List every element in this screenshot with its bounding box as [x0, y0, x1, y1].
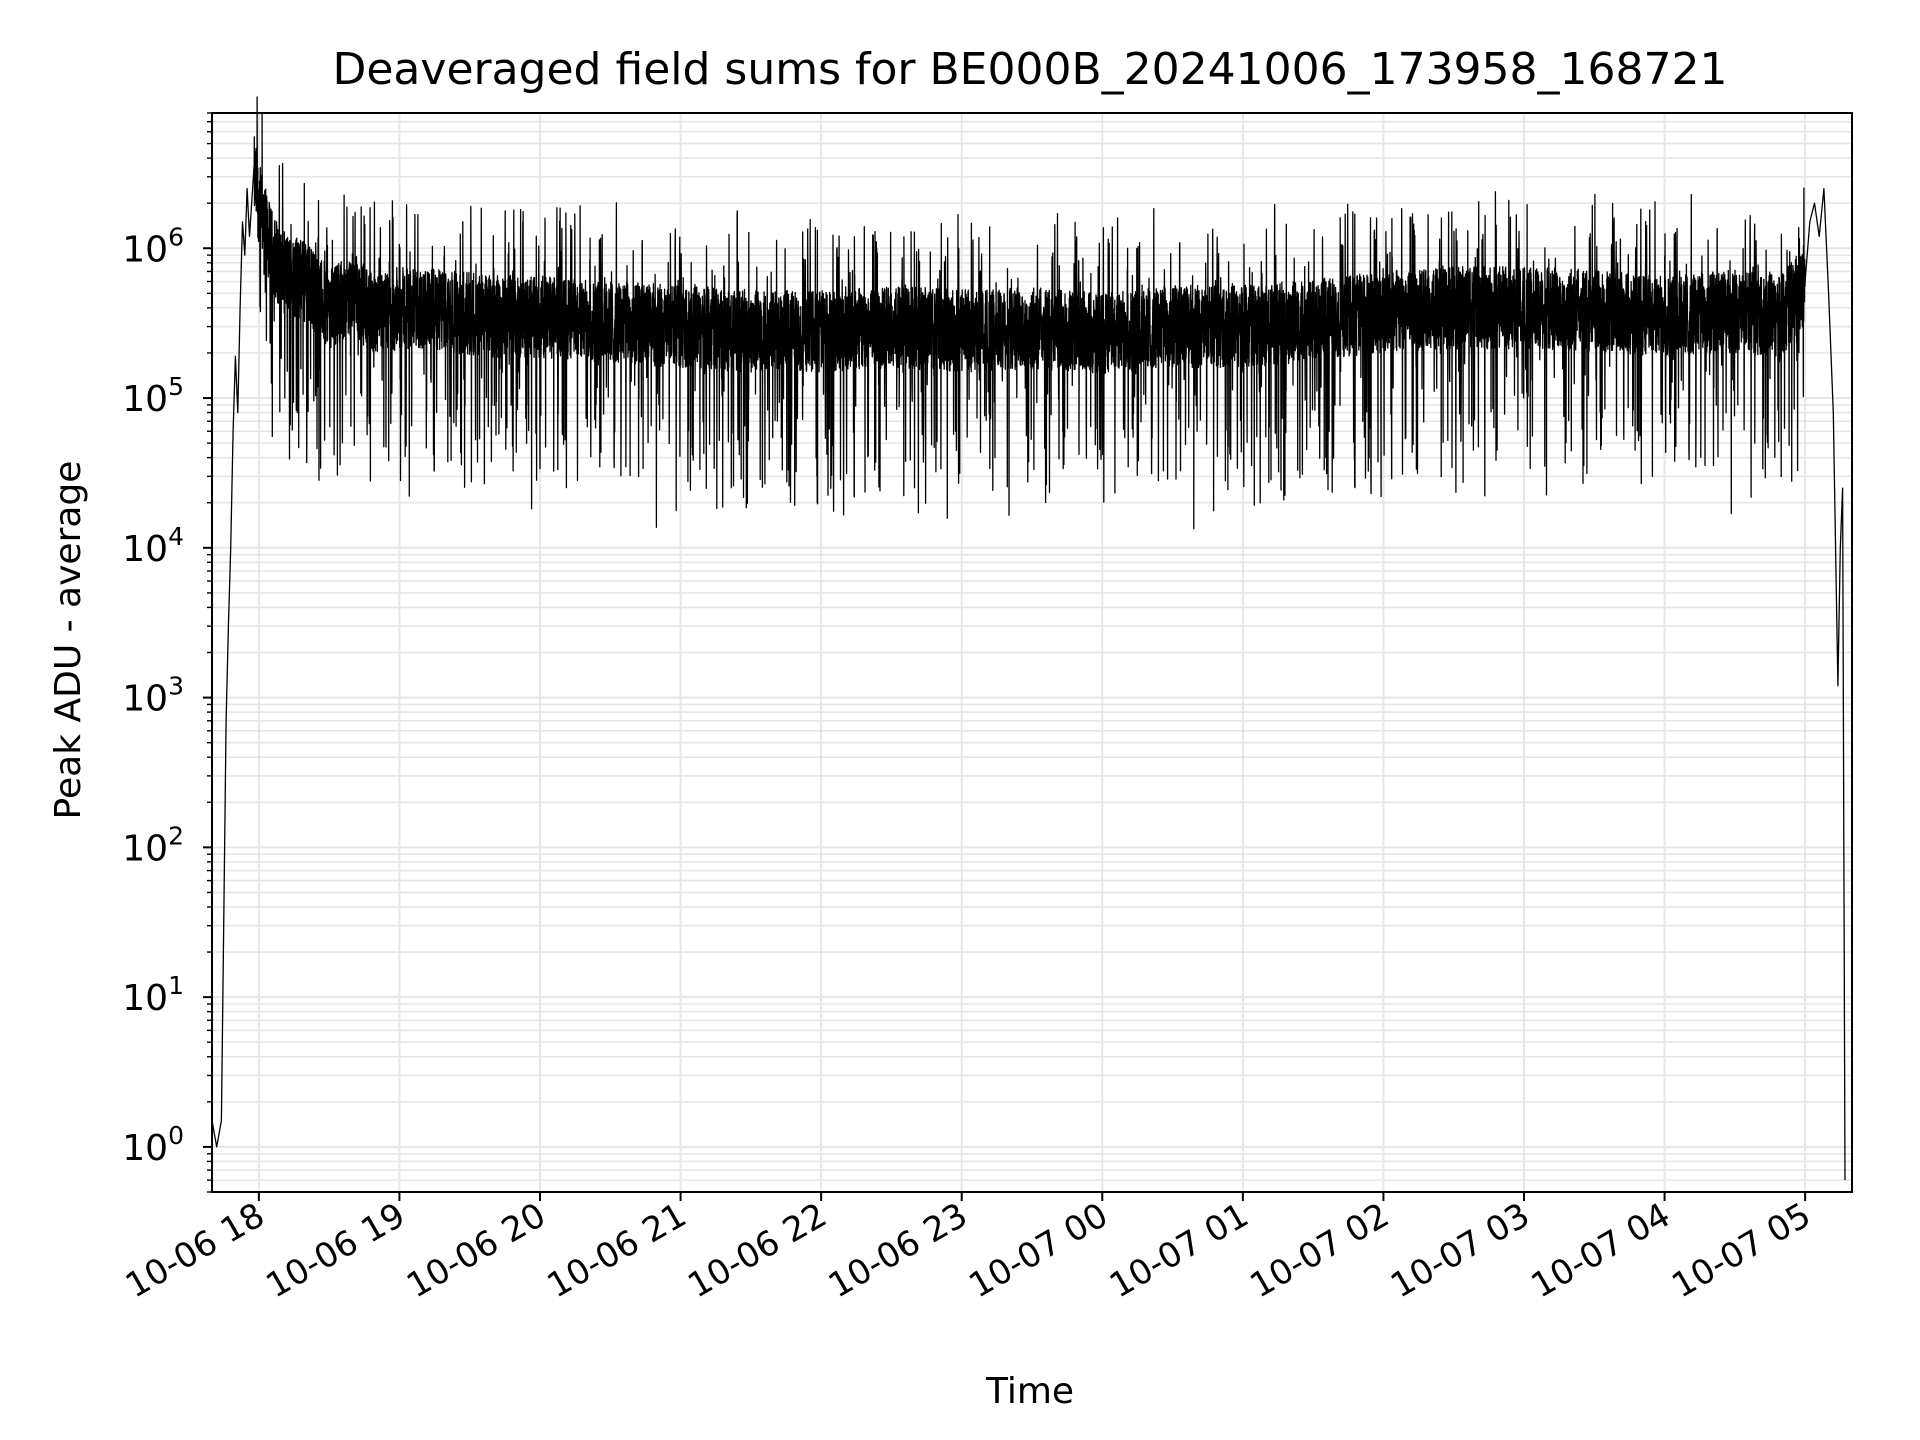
y-tick-label: 100 — [122, 1121, 184, 1169]
y-tick-label: 105 — [122, 372, 184, 420]
y-axis: 100 101 102 103 104 105 106 — [122, 112, 212, 1193]
y-tick-label: 104 — [122, 522, 184, 570]
y-tick-label: 106 — [122, 222, 184, 270]
plot-area — [211, 96, 1846, 1181]
y-tick-label: 102 — [122, 821, 184, 869]
minor-grid — [212, 112, 1852, 1193]
y-tick-label: 103 — [122, 672, 184, 720]
series-line — [211, 96, 1846, 1181]
y-tick-label: 101 — [122, 971, 184, 1019]
x-axis-label: Time — [985, 1371, 1074, 1412]
y-axis-label: Peak ADU - average — [48, 461, 89, 820]
chart-title: Deaveraged field sums for BE000B_2024100… — [332, 44, 1727, 95]
